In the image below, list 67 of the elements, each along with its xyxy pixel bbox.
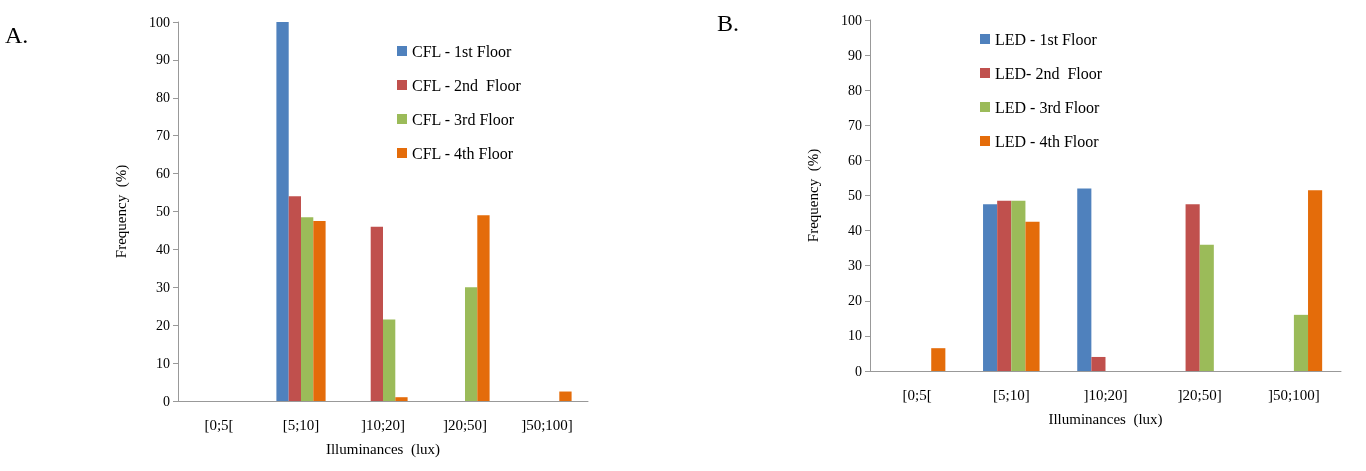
legend-label: CFL - 1st Floor bbox=[412, 42, 513, 60]
y-tick-label: 0 bbox=[855, 363, 862, 379]
x-tick-label: ]20;50] bbox=[442, 416, 488, 433]
bar bbox=[931, 348, 946, 371]
bar bbox=[1293, 314, 1309, 371]
y-tick-label: 100 bbox=[149, 14, 170, 30]
bar bbox=[383, 319, 396, 401]
bar bbox=[1091, 356, 1106, 371]
y-tick-label: 20 bbox=[848, 293, 862, 309]
x-tick-label: [0;5[ bbox=[902, 386, 932, 403]
x-tick-label: ]50;100] bbox=[521, 416, 573, 433]
y-tick-label: 40 bbox=[156, 241, 170, 257]
legend-label: CFL - 4th Floor bbox=[412, 144, 514, 162]
bar bbox=[1185, 204, 1200, 371]
bar bbox=[997, 200, 1012, 371]
chart-title: B. bbox=[717, 10, 740, 36]
bar bbox=[301, 217, 314, 401]
bar bbox=[276, 22, 289, 401]
y-tick-label: 70 bbox=[156, 128, 170, 144]
bar bbox=[477, 215, 490, 401]
x-tick-label: ]10;20] bbox=[360, 416, 406, 433]
y-tick-label: 50 bbox=[848, 188, 862, 203]
y-tick-label: 40 bbox=[848, 223, 862, 239]
y-tick-label: 90 bbox=[848, 47, 862, 63]
legend-label: LED - 4th Floor bbox=[995, 132, 1100, 150]
x-axis-title: Illuminances (lux) bbox=[1048, 410, 1163, 428]
y-tick-label: 50 bbox=[156, 204, 170, 219]
y-tick-label: 0 bbox=[163, 393, 170, 409]
y-tick-label: 100 bbox=[841, 12, 862, 28]
y-tick-label: 80 bbox=[156, 90, 170, 106]
y-axis-title: Frequency (%) bbox=[112, 164, 130, 259]
y-tick-label: 30 bbox=[156, 279, 170, 295]
legend-label: LED- 2nd Floor bbox=[995, 64, 1103, 82]
legend-label: CFL - 2nd Floor bbox=[412, 76, 522, 94]
x-tick-label: [5;10] bbox=[992, 386, 1030, 403]
legend-label: CFL - 3rd Floor bbox=[412, 110, 515, 128]
x-tick-label: ]20;50] bbox=[1177, 386, 1222, 403]
bar bbox=[983, 204, 998, 371]
y-tick-label: 90 bbox=[156, 52, 170, 68]
bar bbox=[313, 220, 326, 401]
bar bbox=[370, 226, 383, 401]
chart-title: A. bbox=[5, 22, 29, 48]
bar bbox=[559, 391, 572, 401]
x-tick-label: [0;5[ bbox=[204, 416, 234, 433]
bar bbox=[1025, 221, 1040, 371]
y-tick-label: 70 bbox=[848, 117, 862, 133]
y-tick-label: 30 bbox=[848, 258, 862, 274]
bar bbox=[1308, 190, 1323, 371]
x-axis-title: Illuminances (lux) bbox=[325, 440, 441, 458]
y-tick-label: 10 bbox=[156, 355, 170, 371]
bar bbox=[1199, 244, 1214, 371]
y-tick-label: 10 bbox=[848, 328, 862, 344]
bar bbox=[465, 287, 478, 401]
bar bbox=[1011, 200, 1026, 371]
y-axis-title: Frequency (%) bbox=[804, 148, 822, 243]
y-tick-label: 60 bbox=[156, 166, 170, 182]
y-tick-label: 20 bbox=[156, 317, 170, 333]
y-tick-label: 60 bbox=[848, 152, 862, 168]
x-tick-label: [5;10] bbox=[282, 416, 320, 433]
bar bbox=[1077, 188, 1092, 371]
bar bbox=[288, 196, 301, 401]
bar bbox=[395, 397, 408, 401]
legend-label: LED - 1st Floor bbox=[995, 30, 1098, 48]
x-tick-label: ]50;100] bbox=[1268, 386, 1320, 403]
x-tick-label: ]10;20] bbox=[1083, 386, 1128, 403]
y-tick-label: 80 bbox=[848, 82, 862, 98]
legend-label: LED - 3rd Floor bbox=[995, 98, 1101, 116]
